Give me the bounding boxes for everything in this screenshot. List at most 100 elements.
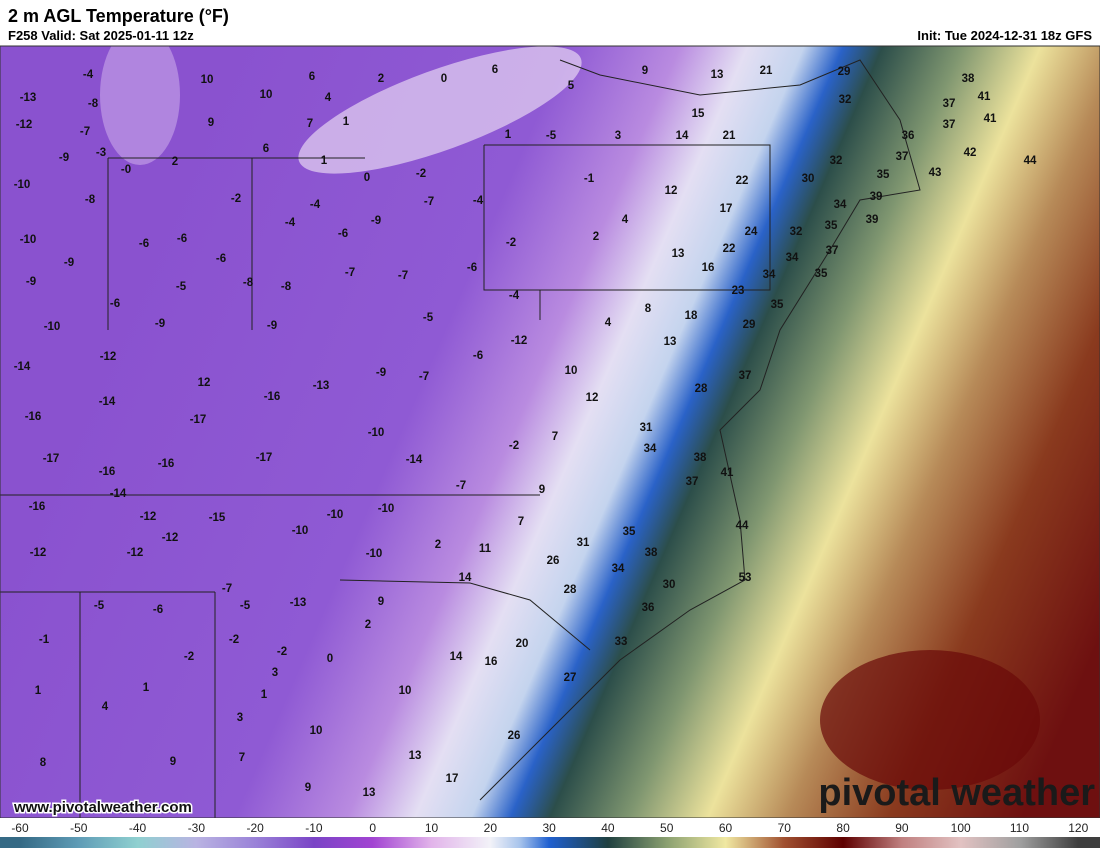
station-value: 12 xyxy=(586,392,599,404)
station-value: -16 xyxy=(25,411,42,423)
station-value: -5 xyxy=(546,130,557,142)
station-value: 41 xyxy=(978,91,991,103)
station-value: -6 xyxy=(110,298,120,310)
station-value: -9 xyxy=(59,152,69,164)
station-value: -2 xyxy=(509,440,519,452)
station-value: -5 xyxy=(423,312,434,324)
station-value: 10 xyxy=(310,725,323,737)
station-value: -4 xyxy=(83,69,94,81)
station-value: -8 xyxy=(281,281,292,293)
station-value: 10 xyxy=(565,365,578,377)
station-value: -2 xyxy=(229,634,239,646)
station-value: -0 xyxy=(121,164,131,176)
state-lines xyxy=(0,144,771,818)
colorbar-tick-label: 0 xyxy=(369,821,376,835)
station-value: 8 xyxy=(645,303,652,315)
station-value: 22 xyxy=(736,175,749,187)
station-value: -12 xyxy=(100,351,117,363)
station-value: 35 xyxy=(623,526,636,538)
colorbar-tick-label: -60 xyxy=(11,821,29,835)
station-value: 35 xyxy=(815,268,828,280)
colorbar-tick-label: 20 xyxy=(484,821,498,835)
station-value: 4 xyxy=(102,701,109,713)
colorbar xyxy=(0,837,1100,848)
station-value: 8 xyxy=(40,757,47,769)
station-value: 7 xyxy=(239,752,245,764)
station-value: 43 xyxy=(929,167,942,179)
station-value: 14 xyxy=(676,130,689,142)
station-value: -12 xyxy=(127,547,144,559)
station-value: -3 xyxy=(96,147,106,159)
station-value: 13 xyxy=(363,787,376,799)
station-value: 4 xyxy=(605,317,612,329)
station-value: 9 xyxy=(208,117,214,129)
station-value: 12 xyxy=(198,377,211,389)
station-value: 26 xyxy=(547,555,560,567)
station-value: 12 xyxy=(665,185,678,197)
station-value: -2 xyxy=(506,237,516,249)
station-value: -6 xyxy=(216,253,226,265)
station-value: 1 xyxy=(261,689,268,701)
station-value: -14 xyxy=(99,396,116,408)
station-value: -7 xyxy=(424,196,434,208)
station-value: -10 xyxy=(20,234,37,246)
colorbar-tick-label: -20 xyxy=(246,821,264,835)
station-value: 2 xyxy=(172,156,178,168)
station-value: 23 xyxy=(732,285,745,297)
station-value: -12 xyxy=(511,335,528,347)
station-value: -6 xyxy=(467,262,477,274)
station-value: 38 xyxy=(962,73,975,85)
station-value: 24 xyxy=(745,226,758,238)
station-value: -6 xyxy=(338,228,348,240)
station-value: -1 xyxy=(584,173,595,185)
station-value: 36 xyxy=(642,602,655,614)
station-value: 17 xyxy=(446,773,459,785)
station-value: 30 xyxy=(802,173,815,185)
station-value: 15 xyxy=(692,108,705,120)
colorbar-tick-label: 30 xyxy=(542,821,556,835)
station-value: 0 xyxy=(327,653,333,665)
station-value: -12 xyxy=(140,511,157,523)
station-value: -9 xyxy=(64,257,74,269)
station-value: 14 xyxy=(459,572,472,584)
colorbar-tick-label: 70 xyxy=(778,821,792,835)
station-value: 35 xyxy=(825,220,838,232)
colorbar-tick-label: 60 xyxy=(719,821,733,835)
station-value: 3 xyxy=(615,130,621,142)
station-value: -6 xyxy=(473,350,483,362)
station-value: 41 xyxy=(721,467,734,479)
station-value: 41 xyxy=(984,113,997,125)
station-value: 20 xyxy=(516,638,529,650)
station-value: 3 xyxy=(272,667,278,679)
station-value: 38 xyxy=(645,547,658,559)
station-value: -10 xyxy=(44,321,61,333)
station-value: 13 xyxy=(672,248,685,260)
station-value: 33 xyxy=(615,636,628,648)
station-value: 37 xyxy=(896,151,909,163)
station-value: -7 xyxy=(398,270,408,282)
station-value: -7 xyxy=(222,583,232,595)
station-value: -17 xyxy=(256,452,273,464)
station-value: -2 xyxy=(416,168,426,180)
station-value: -9 xyxy=(267,320,277,332)
colorbar-tick-label: 110 xyxy=(1010,821,1029,835)
station-value: 44 xyxy=(1024,155,1037,167)
station-value: -9 xyxy=(155,318,165,330)
station-value: 11 xyxy=(479,543,492,555)
station-value: -5 xyxy=(240,600,251,612)
station-value: -1 xyxy=(39,634,50,646)
station-value: -6 xyxy=(139,238,149,250)
station-value: 0 xyxy=(441,73,447,85)
station-value: 6 xyxy=(309,71,315,83)
station-value: -4 xyxy=(310,199,321,211)
warm-core xyxy=(820,650,1040,790)
station-value: -16 xyxy=(29,501,46,513)
station-value: 16 xyxy=(702,262,715,274)
station-value: -5 xyxy=(94,600,105,612)
station-value: 30 xyxy=(663,579,676,591)
station-value: 21 xyxy=(760,65,773,77)
coastline xyxy=(479,59,921,801)
station-value: 3 xyxy=(237,712,243,724)
